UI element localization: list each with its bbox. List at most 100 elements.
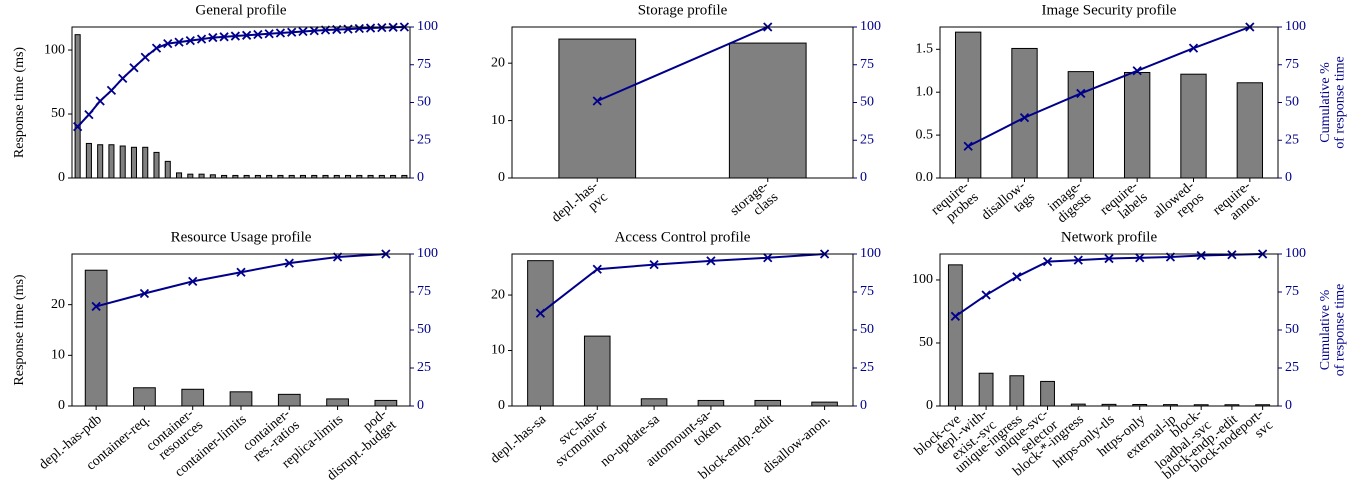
bar bbox=[527, 260, 554, 407]
y-tick-label: 0 bbox=[58, 170, 65, 185]
plot-frame bbox=[71, 253, 411, 407]
cumulative-marker bbox=[264, 29, 274, 39]
y2-tick-label: 100 bbox=[1285, 246, 1306, 261]
plot-frame bbox=[71, 26, 411, 179]
y-tick-label: 10 bbox=[491, 343, 505, 358]
bar bbox=[754, 399, 782, 407]
cumulative-marker bbox=[91, 301, 101, 312]
cumulative-marker bbox=[592, 264, 602, 274]
bar bbox=[728, 42, 807, 179]
cumulative-marker bbox=[1135, 253, 1145, 263]
y2-tick-label: 25 bbox=[417, 132, 431, 147]
x-tick-label: depl.-has-sa bbox=[488, 412, 550, 467]
cumulative-marker bbox=[1188, 43, 1199, 53]
x-tick-label: require-probes bbox=[929, 178, 982, 229]
y2-tick-label: 100 bbox=[860, 19, 881, 34]
plot-frame bbox=[511, 253, 854, 407]
x-tick-label: depl.-has-pvc bbox=[549, 178, 611, 237]
panel-title: Resource Usage profile bbox=[171, 229, 312, 245]
bar bbox=[558, 38, 637, 179]
cumulative-marker bbox=[1076, 88, 1086, 99]
bar bbox=[978, 372, 994, 407]
cumulative-marker bbox=[188, 276, 198, 286]
bar bbox=[1236, 82, 1264, 179]
cumulative-marker bbox=[950, 311, 961, 321]
cumulative-marker bbox=[275, 28, 286, 38]
y2-tick-label: 75 bbox=[1285, 57, 1299, 72]
y2-tick-label: 0 bbox=[860, 170, 867, 185]
cumulative-marker bbox=[763, 253, 773, 263]
panel-title: General profile bbox=[195, 2, 287, 18]
plot-frame bbox=[939, 26, 1279, 179]
y-axis-label: Response time (ms) bbox=[12, 274, 27, 386]
cumulative-marker bbox=[72, 122, 83, 132]
cumulative-line bbox=[596, 26, 769, 102]
cumulative-marker bbox=[343, 24, 353, 34]
cumulative-marker bbox=[981, 290, 991, 300]
bar bbox=[1180, 73, 1207, 179]
bar bbox=[229, 391, 253, 407]
cumulative-line bbox=[539, 253, 825, 315]
cumulative-line bbox=[76, 26, 405, 128]
panel-title: Image Security profile bbox=[1042, 2, 1177, 18]
y2-tick-label: 100 bbox=[417, 19, 438, 34]
cumulative-marker bbox=[174, 37, 184, 47]
y2-tick-label: 0 bbox=[1285, 398, 1292, 413]
y2-tick-label: 25 bbox=[860, 132, 874, 147]
cumulative-marker bbox=[298, 26, 308, 37]
y-tick-label: 20 bbox=[491, 55, 505, 70]
y-tick-label: 100 bbox=[912, 272, 933, 287]
bar bbox=[374, 399, 398, 407]
cumulative-marker bbox=[592, 96, 602, 106]
panel-title: Storage profile bbox=[638, 2, 728, 18]
bar bbox=[153, 151, 160, 179]
cumulative-marker bbox=[84, 109, 94, 120]
y2-tick-label: 75 bbox=[1285, 284, 1299, 299]
plot-frame bbox=[939, 253, 1279, 407]
x-tick-label: disallow-tags bbox=[979, 178, 1038, 234]
y2-tick-label: 25 bbox=[1285, 360, 1299, 375]
y2-axis-label: Cumulative %of response time bbox=[1318, 56, 1348, 149]
bar bbox=[947, 264, 963, 407]
y2-tick-label: 50 bbox=[1285, 322, 1299, 337]
y2-tick-label: 25 bbox=[860, 360, 874, 375]
cumulative-marker bbox=[287, 27, 297, 37]
cumulative-marker bbox=[196, 34, 207, 44]
bar bbox=[142, 146, 149, 179]
cumulative-line bbox=[967, 26, 1251, 148]
y2-tick-label: 0 bbox=[417, 398, 424, 413]
cumulative-marker bbox=[1012, 272, 1022, 282]
y-tick-label: 10 bbox=[51, 348, 65, 363]
cumulative-marker bbox=[535, 308, 546, 318]
cumulative-marker bbox=[236, 267, 246, 277]
y-tick-label: 1.5 bbox=[916, 42, 934, 57]
bar bbox=[697, 399, 725, 407]
cumulative-marker bbox=[151, 43, 162, 53]
x-tick-label: storage-class bbox=[728, 178, 782, 230]
cumulative-marker bbox=[706, 256, 716, 266]
y2-tick-label: 50 bbox=[860, 95, 874, 110]
cumulative-marker bbox=[208, 32, 218, 43]
plot-frame bbox=[511, 26, 854, 179]
bar bbox=[1040, 380, 1055, 407]
x-tick-label: image-digests bbox=[1046, 178, 1095, 226]
y-tick-label: 100 bbox=[44, 42, 65, 57]
panel-title: Network profile bbox=[1061, 229, 1158, 245]
y-tick-label: 1.0 bbox=[916, 84, 934, 99]
y2-tick-label: 75 bbox=[860, 284, 874, 299]
bar bbox=[164, 160, 171, 179]
cumulative-marker bbox=[95, 96, 105, 106]
cumulative-marker bbox=[1227, 250, 1237, 260]
cumulative-marker bbox=[354, 23, 364, 34]
bar bbox=[108, 144, 115, 179]
y-tick-label: 0.0 bbox=[916, 170, 934, 185]
y-tick-label: 0 bbox=[498, 398, 505, 413]
cumulative-marker bbox=[309, 26, 319, 36]
bar bbox=[326, 398, 349, 407]
cumulative-marker bbox=[1132, 66, 1142, 76]
bar bbox=[175, 172, 183, 179]
bar bbox=[277, 393, 301, 407]
bar bbox=[74, 34, 81, 179]
y-tick-label: 0 bbox=[58, 398, 65, 413]
y2-tick-label: 50 bbox=[860, 322, 874, 337]
